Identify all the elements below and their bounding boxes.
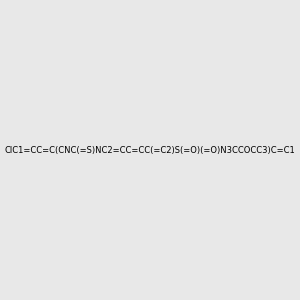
Text: ClC1=CC=C(CNC(=S)NC2=CC=CC(=C2)S(=O)(=O)N3CCOCC3)C=C1: ClC1=CC=C(CNC(=S)NC2=CC=CC(=C2)S(=O)(=O)… [4, 146, 296, 154]
